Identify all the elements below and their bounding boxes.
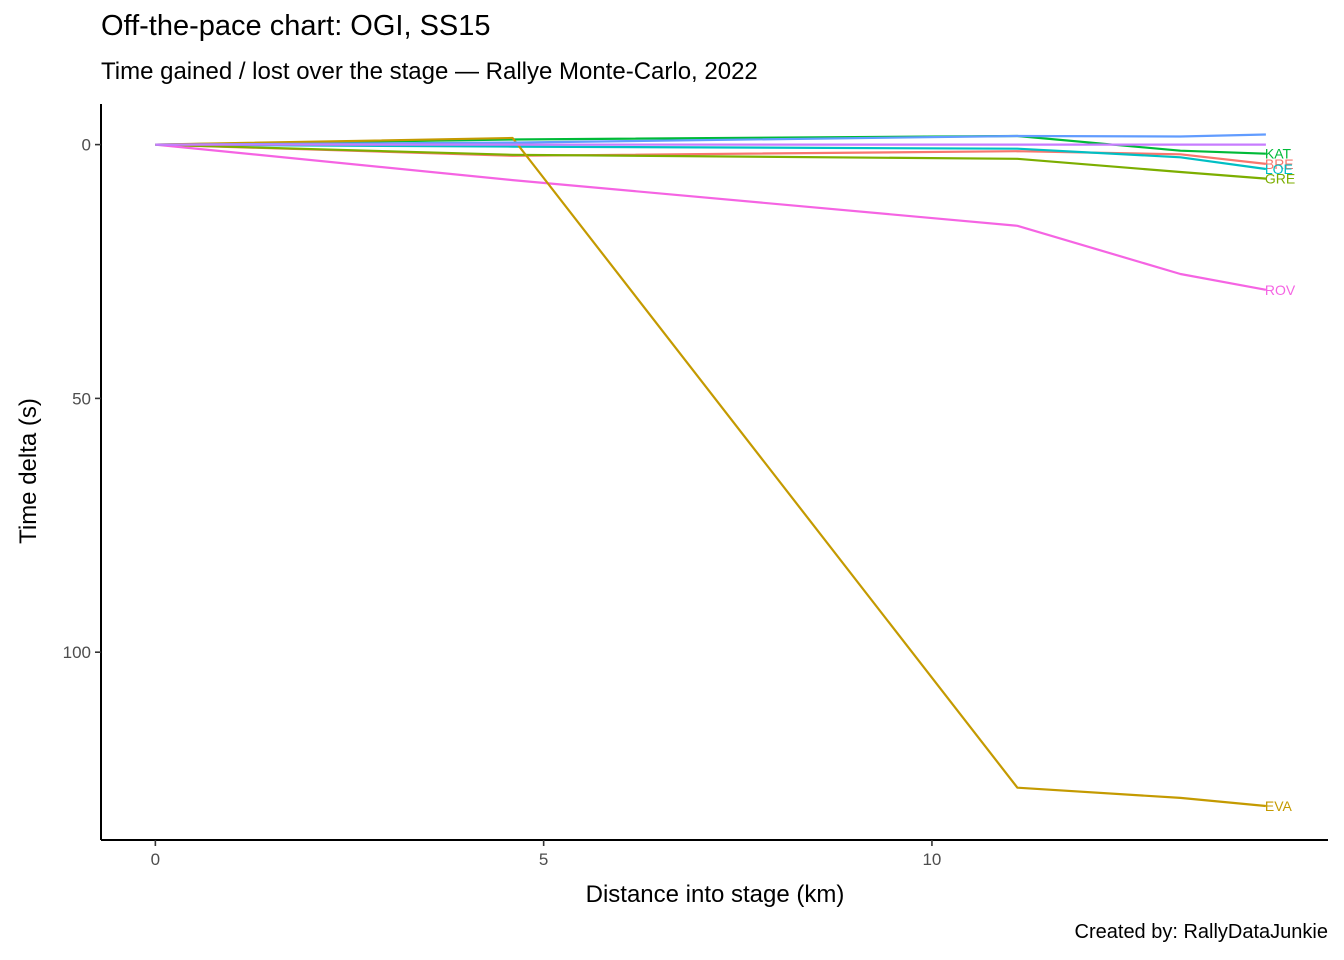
chart-subtitle: Time gained / lost over the stage — Rall…: [101, 58, 758, 85]
series-line-unlabeled-6: [155, 133, 1266, 146]
y-tick-label-100: 100: [63, 643, 91, 662]
y-tick-label-50: 50: [72, 389, 91, 408]
series-layer: [155, 133, 1267, 808]
y-tick-label-0: 0: [82, 136, 91, 155]
chart-title: Off-the-pace chart: OGI, SS15: [101, 10, 491, 42]
end-label-eva: EVA: [1265, 798, 1293, 814]
end-label-bre: BRE: [1265, 156, 1294, 172]
x-axis-title: Distance into stage (km): [586, 881, 845, 908]
end-label-rov: ROV: [1265, 282, 1296, 298]
end-label-loe: LOE: [1265, 161, 1293, 177]
series-line-gre: [155, 143, 1266, 180]
x-tick-label-10: 10: [922, 850, 941, 869]
end-label-gre: GRE: [1265, 171, 1295, 187]
y-axis-title: Time delta (s): [15, 398, 42, 544]
x-tick-label-5: 5: [539, 850, 548, 869]
chart-caption: Created by: RallyDataJunkie: [1074, 921, 1328, 943]
series-line-eva: [155, 136, 1267, 808]
series-line-loe: [155, 143, 1267, 171]
x-tick-label-0: 0: [151, 850, 160, 869]
series-line-rov: [155, 143, 1267, 291]
end-label-kat: KAT: [1265, 146, 1292, 162]
